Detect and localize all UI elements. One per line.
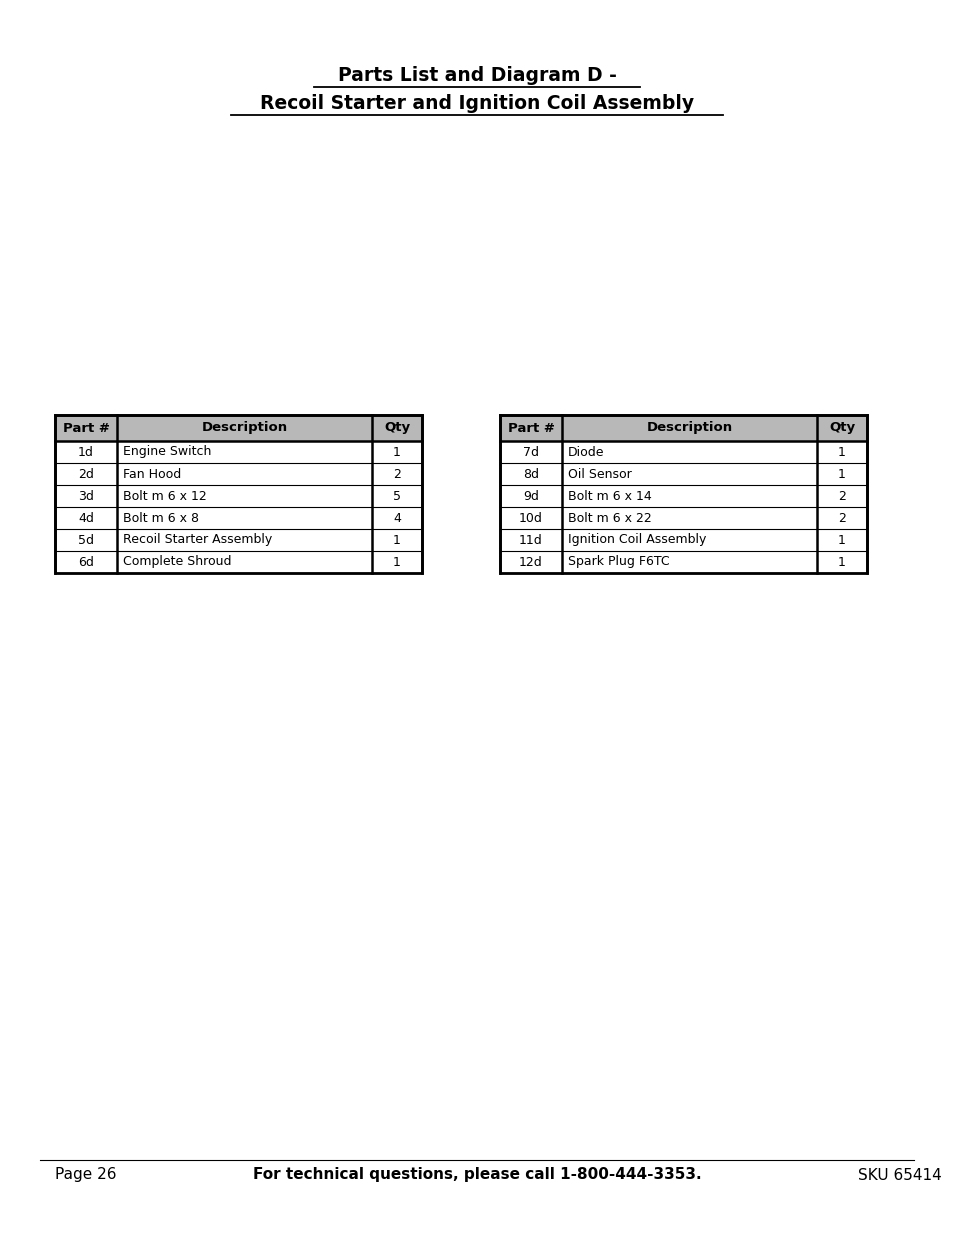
Text: 2: 2: [837, 511, 845, 525]
Text: 10d: 10d: [518, 511, 542, 525]
Bar: [499, 441, 866, 463]
Bar: [499, 415, 866, 441]
Text: 11d: 11d: [518, 534, 542, 547]
Text: 1: 1: [393, 446, 400, 458]
Text: For technical questions, please call 1-800-444-3353.: For technical questions, please call 1-8…: [253, 1167, 700, 1182]
Bar: [55, 415, 421, 573]
Text: 3d: 3d: [78, 489, 93, 503]
Bar: [55, 529, 421, 551]
Text: Page 26: Page 26: [55, 1167, 116, 1182]
Text: Bolt m 6 x 14: Bolt m 6 x 14: [567, 489, 651, 503]
Text: 12d: 12d: [518, 556, 542, 568]
Bar: [499, 551, 866, 573]
Text: Diode: Diode: [567, 446, 604, 458]
Bar: [499, 415, 866, 573]
Text: 5: 5: [393, 489, 400, 503]
Text: 1d: 1d: [78, 446, 93, 458]
Text: 4d: 4d: [78, 511, 93, 525]
Text: Recoil Starter and Ignition Coil Assembly: Recoil Starter and Ignition Coil Assembl…: [259, 94, 694, 112]
Text: 6d: 6d: [78, 556, 93, 568]
Text: Spark Plug F6TC: Spark Plug F6TC: [567, 556, 669, 568]
Text: SKU 65414: SKU 65414: [858, 1167, 941, 1182]
Text: Bolt m 6 x 12: Bolt m 6 x 12: [123, 489, 207, 503]
Bar: [55, 463, 421, 485]
Bar: [499, 463, 866, 485]
Bar: [499, 485, 866, 508]
Text: 4: 4: [393, 511, 400, 525]
Text: 8d: 8d: [522, 468, 538, 480]
Text: 2d: 2d: [78, 468, 93, 480]
Bar: [55, 415, 421, 441]
Text: Part #: Part #: [63, 421, 110, 435]
Text: 2: 2: [837, 489, 845, 503]
Text: 2: 2: [393, 468, 400, 480]
Bar: [55, 441, 421, 463]
Text: 1: 1: [837, 468, 845, 480]
Text: 7d: 7d: [522, 446, 538, 458]
Text: Qty: Qty: [828, 421, 854, 435]
Bar: [40, 130, 914, 1120]
Bar: [55, 485, 421, 508]
Text: Bolt m 6 x 8: Bolt m 6 x 8: [123, 511, 199, 525]
Bar: [55, 508, 421, 529]
Bar: [499, 508, 866, 529]
Text: Description: Description: [201, 421, 287, 435]
Text: 5d: 5d: [78, 534, 94, 547]
Text: 1: 1: [393, 534, 400, 547]
Bar: [55, 551, 421, 573]
Text: 1: 1: [837, 446, 845, 458]
Text: Qty: Qty: [383, 421, 410, 435]
Text: Fan Hood: Fan Hood: [123, 468, 181, 480]
Text: Engine Switch: Engine Switch: [123, 446, 212, 458]
Text: Oil Sensor: Oil Sensor: [567, 468, 631, 480]
Text: 1: 1: [393, 556, 400, 568]
Text: Parts List and Diagram D -: Parts List and Diagram D -: [337, 65, 616, 85]
Text: 1: 1: [837, 534, 845, 547]
Text: 9d: 9d: [522, 489, 538, 503]
Text: 1: 1: [837, 556, 845, 568]
Text: Part #: Part #: [507, 421, 554, 435]
Text: Ignition Coil Assembly: Ignition Coil Assembly: [567, 534, 705, 547]
Bar: [499, 529, 866, 551]
Text: Description: Description: [646, 421, 732, 435]
Text: Recoil Starter Assembly: Recoil Starter Assembly: [123, 534, 272, 547]
Text: Complete Shroud: Complete Shroud: [123, 556, 232, 568]
Text: Bolt m 6 x 22: Bolt m 6 x 22: [567, 511, 651, 525]
